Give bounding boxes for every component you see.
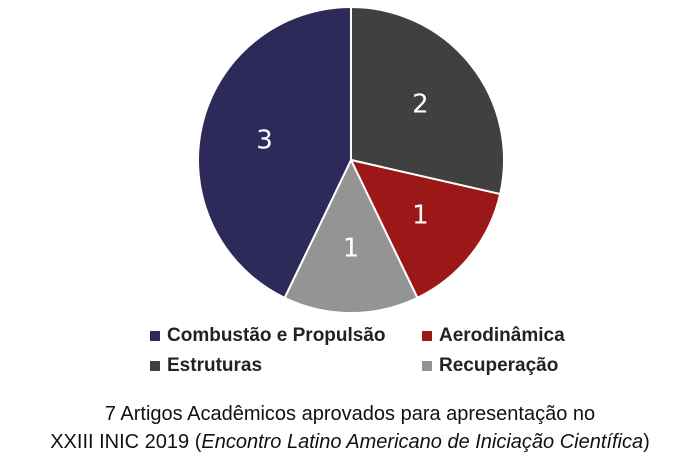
pie-slices <box>197 6 505 314</box>
caption-line-1: 7 Artigos Acadêmicos aprovados para apre… <box>104 403 596 425</box>
pie-data-label: 2 <box>412 90 429 120</box>
legend-swatch-combustao-propulsao <box>150 331 160 341</box>
caption-line-2-italic: Encontro Latino Americano de Iniciação C… <box>201 431 644 453</box>
pie-data-label: 1 <box>343 234 360 264</box>
caption-line-2: XXIII INIC 2019 (Encontro Latino America… <box>0 428 700 456</box>
legend-label-aerodinamica: Aerodinâmica <box>439 325 565 346</box>
pie-chart: 2 1 1 3 <box>197 6 505 314</box>
legend-swatch-recuperacao <box>422 361 432 371</box>
pie-data-labels: 2 1 1 3 <box>256 90 428 264</box>
caption-line-2-suffix: ) <box>643 431 650 453</box>
legend-item-recuperacao: Recuperação <box>422 354 570 378</box>
pie-slice-combustao-e-propulsao <box>197 6 352 299</box>
legend-item-estruturas: Estruturas <box>150 354 422 378</box>
legend-item-combustao-propulsao: Combustão e Propulsão <box>150 324 422 348</box>
pie-slice-recuperacao <box>283 159 419 314</box>
caption-line-2-prefix: XXIII INIC 2019 ( <box>50 431 202 453</box>
legend-label-recuperacao: Recuperação <box>439 355 559 376</box>
pie-data-label: 1 <box>412 200 429 230</box>
legend-swatch-aerodinamica <box>422 331 432 341</box>
pie-slice-estruturas <box>350 6 505 196</box>
chart-legend: Combustão e Propulsão Aerodinâmica Estru… <box>150 324 570 378</box>
pie-data-label: 3 <box>256 125 273 155</box>
legend-label-combustao-propulsao: Combustão e Propulsão <box>167 325 386 346</box>
legend-label-estruturas: Estruturas <box>167 355 263 376</box>
pie-slice-aerodinamica <box>350 159 502 299</box>
legend-swatch-estruturas <box>150 361 160 371</box>
chart-caption: 7 Artigos Acadêmicos aprovados para apre… <box>0 400 700 456</box>
legend-item-aerodinamica: Aerodinâmica <box>422 324 570 348</box>
